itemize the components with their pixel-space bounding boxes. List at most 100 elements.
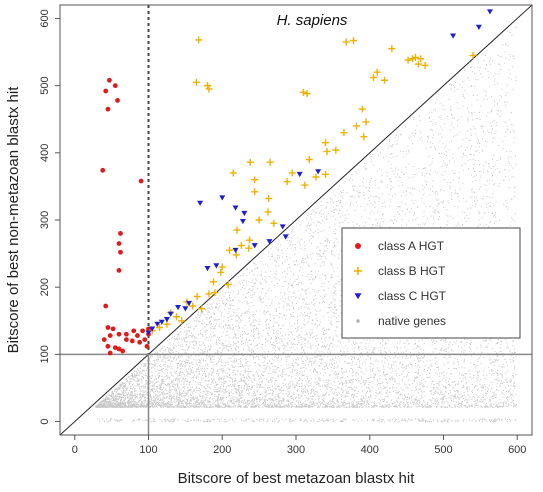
native-gene-point [497,356,499,357]
native-gene-point [165,402,167,404]
native-gene-point [208,336,210,338]
native-gene-point [121,405,123,406]
native-gene-point [498,373,500,375]
native-gene-point [253,274,255,276]
native-gene-point [253,402,255,404]
native-gene-point [317,372,319,374]
native-gene-point [302,298,304,300]
native-gene-point [212,403,214,405]
native-gene-point [338,315,340,317]
native-gene-point [434,110,436,112]
native-gene-point [177,335,179,337]
native-gene-point [434,108,436,110]
native-gene-point [403,352,404,354]
native-gene-point [509,388,511,390]
native-gene-point [388,405,390,407]
native-gene-point [248,376,250,378]
native-gene-point [239,401,240,403]
native-gene-point [451,140,452,142]
native-gene-point [368,381,370,383]
native-gene-point [298,306,300,308]
native-gene-point [371,226,373,228]
native-gene-point [383,400,385,402]
native-gene-point [241,279,243,281]
native-gene-point [351,387,353,389]
native-gene-point [283,305,285,307]
native-gene-point [442,143,444,145]
native-gene-point [468,398,470,400]
native-gene-point [431,161,433,163]
native-gene-point [285,276,286,278]
native-gene-point [244,341,246,343]
native-gene-point [223,347,225,349]
native-gene-point [374,398,376,400]
native-gene-point [259,386,261,388]
native-gene-point [322,379,324,381]
native-gene-point [423,405,425,407]
native-gene-point [337,275,339,277]
native-gene-point [405,350,407,352]
native-gene-point [464,376,466,378]
native-gene-point [344,354,346,356]
native-gene-point [462,94,464,96]
native-gene-point [480,405,482,407]
native-gene-point [423,202,425,204]
native-gene-point [273,404,275,406]
native-gene-point [117,389,118,391]
native-gene-point [407,187,409,189]
native-gene-point [411,396,412,398]
native-gene-point [356,405,358,407]
native-gene-point [293,274,295,276]
native-gene-point [130,387,132,389]
native-gene-point [234,380,236,382]
native-gene-point [407,404,409,405]
native-gene-point [141,379,143,381]
native-gene-point [327,379,329,381]
native-gene-point [442,400,444,402]
native-gene-point [231,282,233,284]
native-gene-point [459,188,461,190]
native-gene-point [385,341,386,343]
native-gene-point [343,396,345,398]
native-gene-point [209,392,211,393]
native-gene-point [278,254,280,256]
native-gene-point [344,214,346,216]
native-gene-point [207,307,209,309]
native-gene-point [120,399,121,401]
native-gene-point [276,333,278,335]
native-gene-point [289,347,291,349]
native-gene-point [203,387,205,389]
native-gene-point [419,388,421,390]
native-gene-point [256,386,258,388]
native-gene-point [386,352,388,354]
native-gene-point [219,323,221,325]
native-gene-point [451,381,453,383]
native-gene-point [318,383,320,385]
native-gene-point [413,380,415,382]
native-gene-point [441,136,443,138]
native-gene-point [489,356,491,358]
native-gene-point [417,405,419,407]
native-gene-point [254,283,256,285]
native-gene-point [462,95,464,97]
native-gene-point [286,303,288,305]
native-gene-point [424,365,426,367]
native-gene-point [244,325,246,327]
native-gene-point [486,403,487,405]
native-gene-point [461,165,463,166]
native-gene-point [478,376,479,378]
native-gene-point [129,380,131,382]
native-gene-point [202,403,204,405]
native-gene-point [494,391,496,393]
native-gene-point [276,393,278,395]
native-gene-point [305,360,307,361]
native-gene-point [165,378,167,380]
native-gene-point [212,405,214,407]
native-gene-point [239,397,241,399]
native-gene-point [493,155,495,156]
native-gene-point [128,399,130,401]
native-gene-point [466,342,468,344]
native-gene-point [380,181,382,183]
native-gene-point [488,367,490,369]
native-gene-point [452,395,454,397]
